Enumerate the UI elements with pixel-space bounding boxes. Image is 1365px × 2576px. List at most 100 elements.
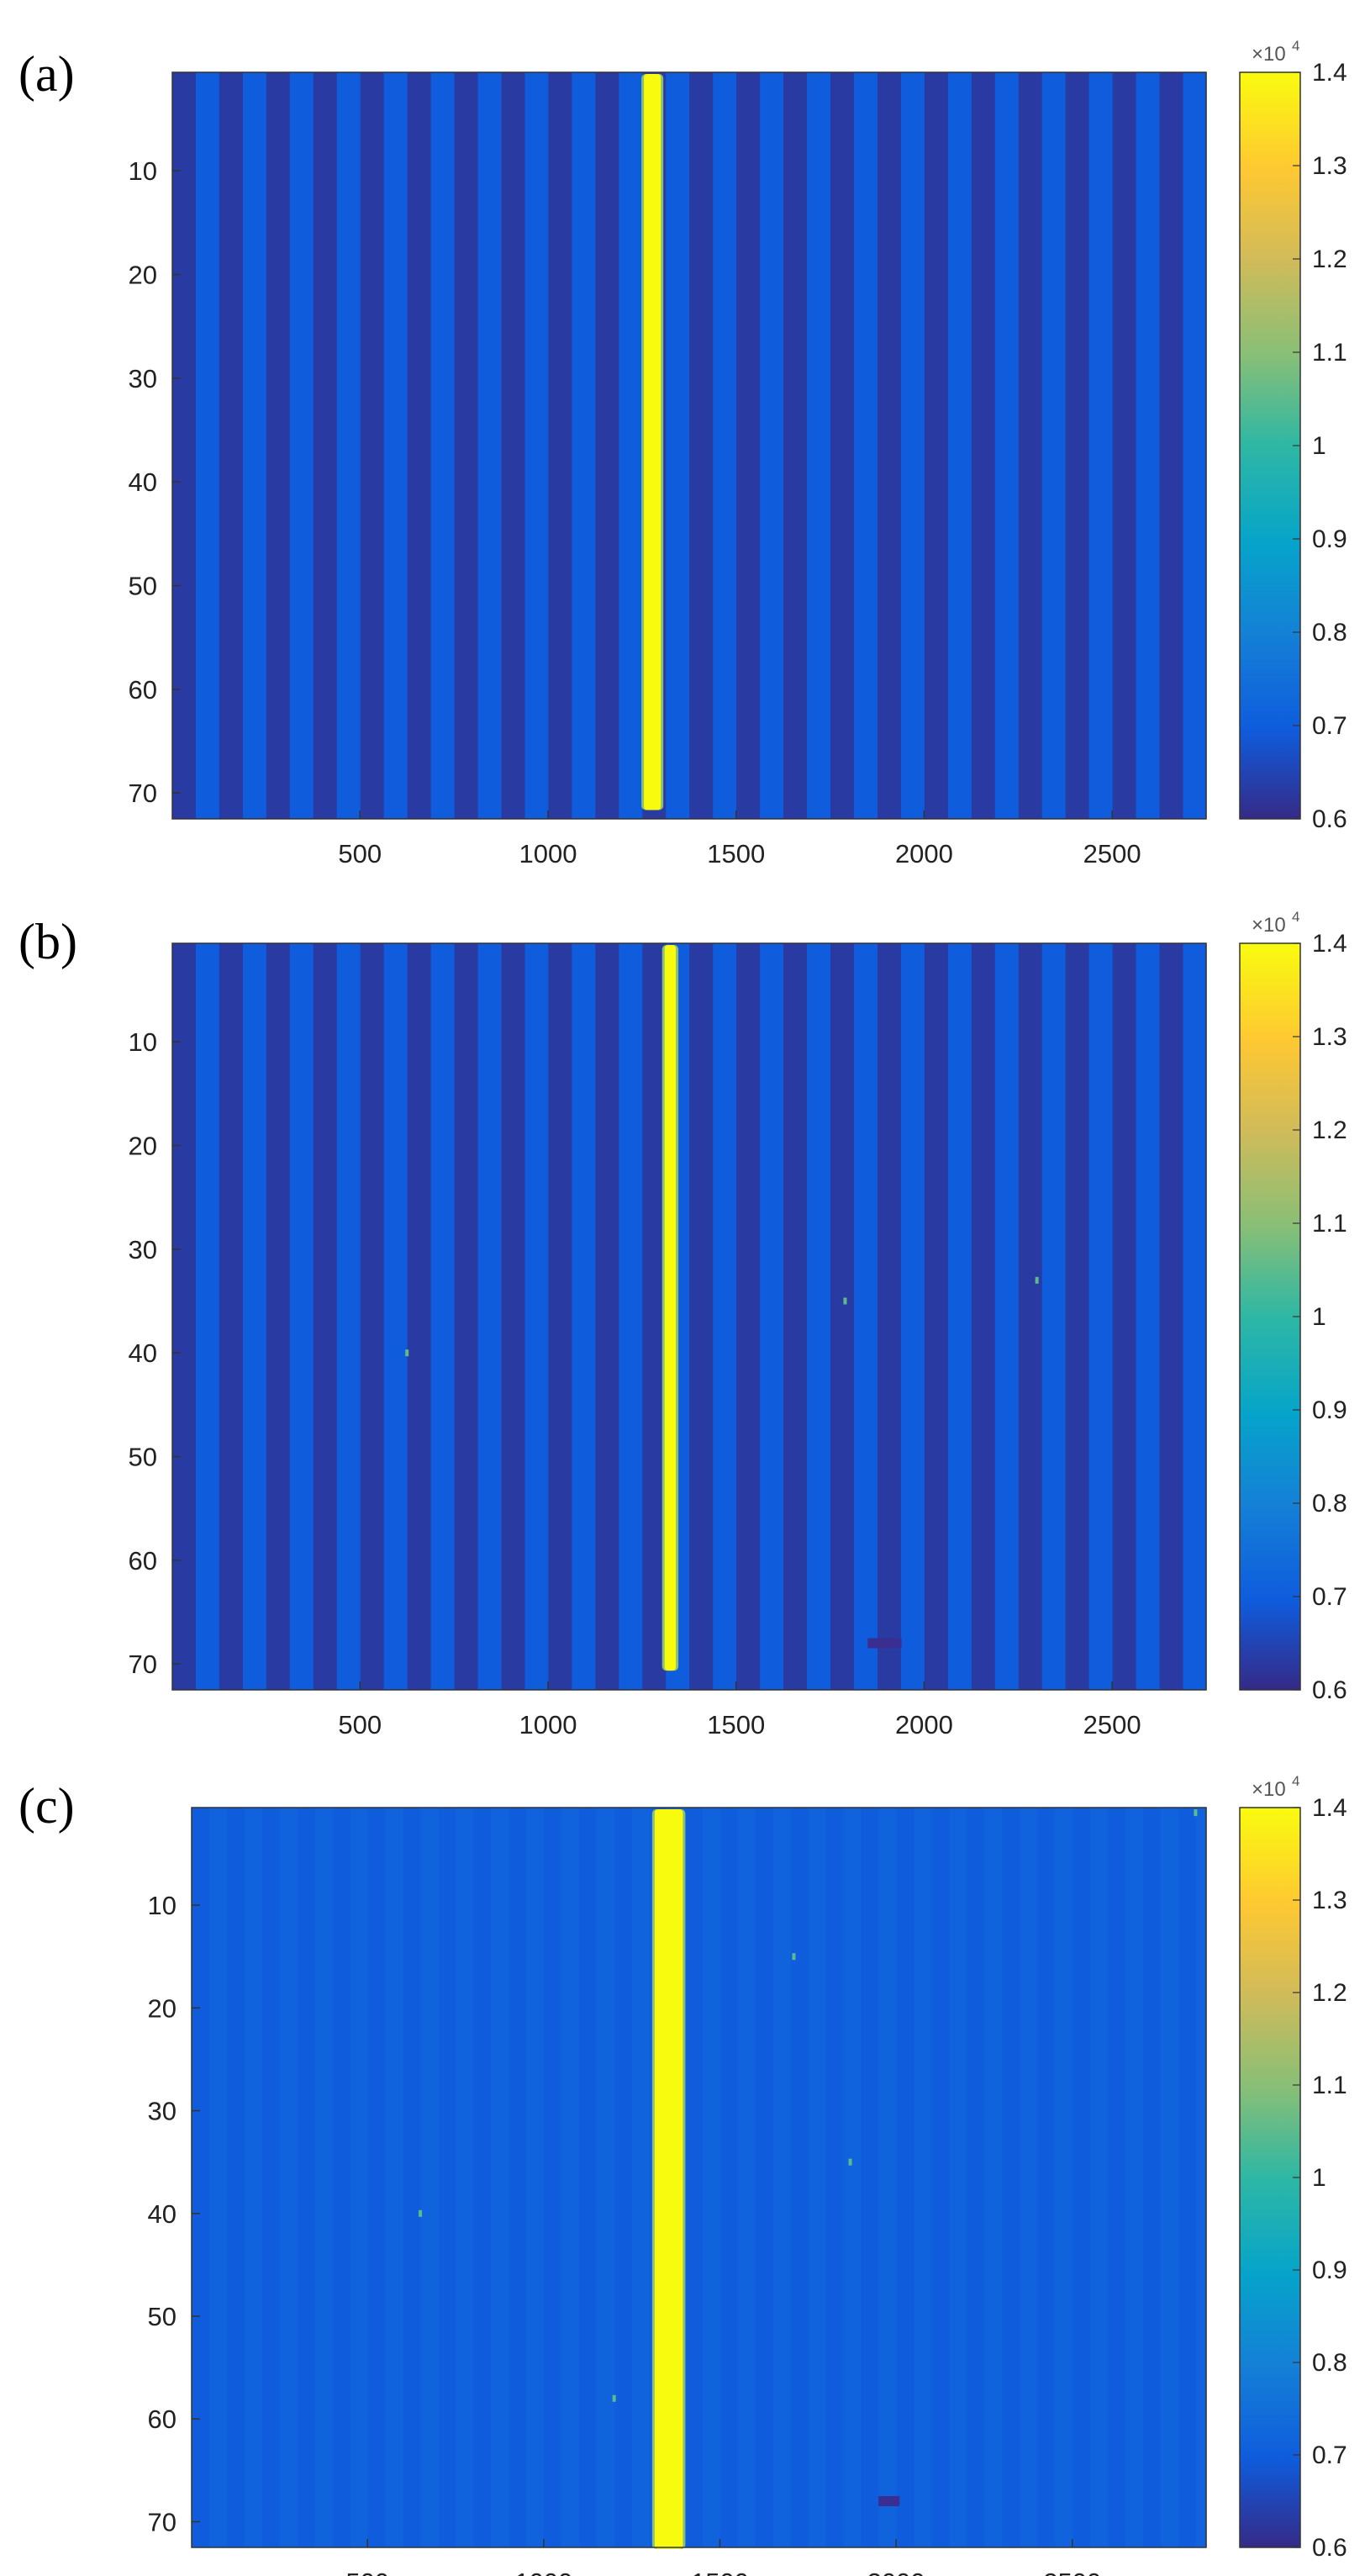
colorbar-tick-label: 0.8: [1312, 1490, 1347, 1518]
stripe: [1072, 1808, 1091, 2547]
colorbar-tick-label: 1.4: [1312, 59, 1347, 87]
colorbar-tick-label: 1.3: [1312, 1023, 1347, 1051]
stripe: [994, 943, 1020, 1690]
stripe: [561, 1808, 580, 2547]
stripe: [595, 943, 619, 1690]
stripe: [524, 72, 550, 819]
x-tick-label: 500: [338, 1710, 382, 1739]
stripe: [219, 72, 244, 819]
x-tick-label: 1500: [707, 1710, 765, 1739]
colorbar-a: 1.4 1.3 1.2 1.1 1 0.9 0.8 0.7 0.6 ×10 4: [1239, 38, 1347, 833]
stripe: [289, 72, 314, 819]
stripe: [619, 72, 643, 819]
colorbar-tick-label: 1.2: [1312, 1116, 1347, 1144]
noise-point: [843, 1297, 847, 1305]
stripe: [1125, 1808, 1144, 2547]
stripe: [931, 1808, 950, 2547]
x-tick-label: 2500: [1083, 1710, 1141, 1739]
y-tick-label: 70: [129, 1650, 157, 1679]
y-tick-label: 20: [148, 1993, 177, 2023]
stripe: [830, 943, 855, 1690]
stripe: [208, 1808, 228, 2547]
stripe: [219, 943, 244, 1690]
stripe: [719, 1808, 739, 2547]
y-tick-label: 50: [129, 1443, 157, 1472]
y-tick-label: 70: [148, 2507, 177, 2536]
stripe: [192, 1808, 210, 2547]
colorbar-tick-label: 0.6: [1312, 805, 1347, 833]
stripe: [242, 72, 267, 819]
panel-label-a: (a): [18, 46, 75, 102]
stripe: [195, 943, 220, 1690]
stripe: [713, 943, 737, 1690]
stripe: [984, 1808, 1003, 2547]
stripe: [1160, 1808, 1179, 2547]
x-tick-label: 500: [338, 839, 382, 868]
stripe: [595, 72, 619, 819]
noise-point: [612, 2394, 616, 2402]
stripe: [914, 1808, 933, 2547]
stripe: [548, 72, 573, 819]
x-tick-label: 2000: [895, 839, 953, 868]
colorbar-multiplier: ×10: [1252, 914, 1286, 937]
stripe: [226, 1808, 245, 2547]
dark-mark: [878, 2496, 900, 2506]
colorbar-tick-label: 1.3: [1312, 152, 1347, 180]
stripe: [790, 1808, 809, 2547]
colorbar-multiplier: ×10: [1252, 43, 1286, 66]
stripe: [967, 1808, 985, 2547]
x-tick-label: 2000: [867, 2568, 925, 2576]
stripe: [994, 72, 1020, 819]
x-tick-label: 2500: [1043, 2568, 1101, 2576]
y-tick-label: 30: [129, 364, 157, 393]
colorbar-gradient: [1239, 942, 1301, 1691]
colorbar-tick-label: 0.6: [1312, 1676, 1347, 1704]
colorbar-tick-label: 1: [1312, 2164, 1326, 2192]
stripe: [407, 72, 432, 819]
stripe: [1178, 1808, 1197, 2547]
y-tick-label: 10: [129, 156, 157, 186]
stripe: [1142, 1808, 1162, 2547]
x-tick-label: 2000: [895, 1710, 953, 1739]
stripe: [501, 943, 526, 1690]
stripe: [760, 943, 784, 1690]
stripe: [1041, 943, 1067, 1690]
stripe: [971, 72, 996, 819]
stripe: [385, 1808, 404, 2547]
y-tick-label: 20: [129, 261, 157, 290]
stripe: [666, 72, 690, 819]
x-tick-label: 1000: [519, 1710, 577, 1739]
stripe: [383, 72, 408, 819]
stripe: [454, 943, 479, 1690]
stripe: [407, 943, 432, 1690]
stripe: [1041, 72, 1067, 819]
stripe: [684, 1808, 704, 2547]
stripe: [713, 72, 737, 819]
stripe: [877, 72, 902, 819]
colorbar-multiplier: ×10: [1252, 1778, 1286, 1801]
stripe: [947, 943, 972, 1690]
panel-label-b: (b): [18, 914, 77, 969]
stripe: [526, 1808, 545, 2547]
colorbar-tick-label: 1.4: [1312, 1794, 1347, 1822]
panel-a: (a) 500 1000 1500 2000 2500 10 20 30 40 50 60 70 1…: [18, 38, 1347, 868]
colorbar-tick-label: 1.2: [1312, 1979, 1347, 2007]
stripe: [1183, 943, 1207, 1690]
stripe: [830, 72, 855, 819]
plot-frame: [171, 942, 1207, 1691]
colorbar-tick-label: 1.2: [1312, 245, 1347, 273]
bright-band: [654, 1809, 683, 2549]
stripe: [619, 943, 643, 1690]
x-tick-label: 1500: [707, 839, 765, 868]
stripe: [313, 72, 338, 819]
stripe: [896, 1808, 915, 2547]
stripe: [689, 943, 714, 1690]
stripe: [737, 1808, 756, 2547]
y-tick-label: 60: [129, 675, 157, 705]
stripe: [949, 1808, 967, 2547]
y-tick-label: 20: [129, 1132, 157, 1161]
panel-label-c: (c): [18, 1778, 75, 1834]
noise-point: [405, 1349, 409, 1357]
colorbar-gradient: [1239, 1807, 1301, 2548]
